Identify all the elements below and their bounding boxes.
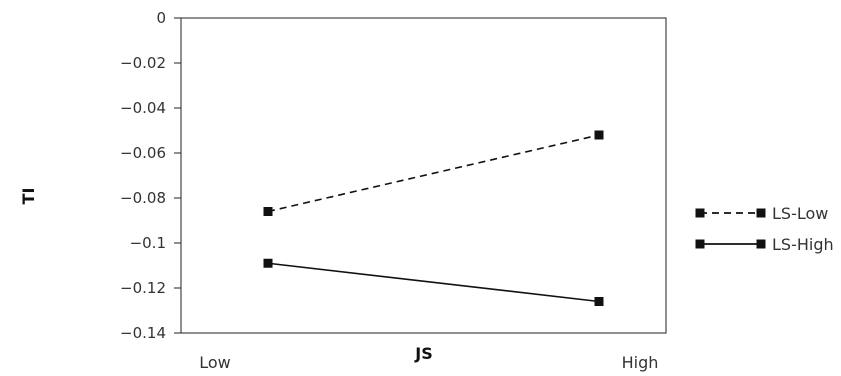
legend-marker — [695, 239, 705, 249]
x-axis-labels: Low High — [199, 353, 658, 372]
legend-item-ls-low: LS-Low — [695, 204, 828, 223]
series-line-ls-high — [267, 262, 600, 303]
y-tick-label: 0 — [156, 9, 166, 27]
legend-label-ls-low: LS-Low — [772, 204, 828, 223]
x-category-label: Low — [199, 353, 231, 372]
y-tick-label: −0.1 — [130, 234, 166, 252]
y-tick-label: −0.12 — [120, 279, 166, 297]
y-tick-label: −0.06 — [120, 144, 166, 162]
y-axis-title: TI — [19, 188, 38, 205]
data-point-ls-low — [594, 130, 604, 140]
data-point-ls-high — [594, 297, 604, 306]
y-tick-label: −0.02 — [120, 54, 166, 72]
legend-marker — [695, 208, 705, 218]
data-point-ls-high — [263, 258, 273, 268]
series-layer — [263, 130, 604, 306]
y-axis: 0 −0.02 −0.04 −0.06 −0.08 −0.1 −0.12 −0.14 — [120, 9, 181, 342]
legend-marker — [756, 208, 766, 218]
x-axis-title: JS — [414, 344, 432, 363]
y-tick-label: −0.04 — [120, 99, 166, 117]
plot-area-frame — [180, 17, 667, 334]
x-category-label: High — [622, 353, 659, 372]
data-point-ls-low — [263, 207, 273, 216]
legend: LS-Low LS-High — [695, 204, 834, 254]
series-line-ls-low — [267, 134, 600, 213]
legend-label-ls-high: LS-High — [772, 235, 834, 254]
legend-item-ls-high: LS-High — [695, 235, 834, 254]
legend-marker — [756, 239, 766, 249]
y-tick-label: −0.08 — [120, 189, 166, 207]
y-tick-label: −0.14 — [120, 324, 166, 342]
